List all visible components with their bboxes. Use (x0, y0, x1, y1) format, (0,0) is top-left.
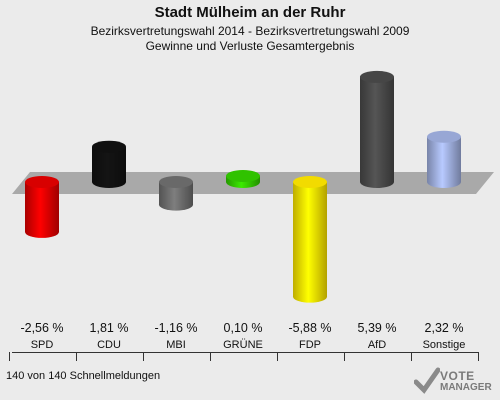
bar-sonstige (427, 130, 461, 188)
value-label-grüne: 0,10 % (223, 321, 263, 335)
value-label-sonstige: 2,32 % (424, 321, 464, 335)
value-label-mbi: -1,16 % (154, 321, 198, 335)
chart-subtitle-1: Bezirksvertretungswahl 2014 - Bezirksver… (90, 24, 410, 38)
bar-chart (12, 70, 494, 303)
value-label-afd: 5,39 % (357, 321, 397, 335)
value-label-spd: -2,56 % (20, 321, 64, 335)
report-count-text: 140 von 140 Schnellmeldungen (6, 370, 161, 382)
bar-afd (360, 70, 394, 188)
category-label-mbi: MBI (166, 339, 186, 351)
axis-tick (410, 352, 412, 361)
chart-subtitle-2: Gewinne und Verluste Gesamtergebnis (145, 39, 355, 53)
bar-spd (25, 176, 59, 238)
axis-tick (477, 352, 479, 361)
axis-tick (75, 352, 77, 361)
category-label-spd: SPD (30, 339, 54, 351)
bar-fdp (293, 176, 327, 303)
x-axis-line (12, 352, 478, 353)
axis-tick (276, 352, 278, 361)
category-label-fdp: FDP (299, 339, 321, 351)
category-label-grüne: GRÜNE (223, 339, 263, 351)
bar-grüne (226, 170, 260, 188)
axis-tick (142, 352, 144, 361)
category-label-sonstige: Sonstige (422, 339, 466, 351)
value-label-cdu: 1,81 % (89, 321, 129, 335)
bar-mbi (159, 176, 193, 211)
bar-cdu (92, 140, 126, 188)
axis-tick (343, 352, 345, 361)
logo-text-manager: MANAGER (440, 382, 492, 393)
axis-tick (209, 352, 211, 361)
logo-text-vote: VOTE (440, 369, 475, 383)
category-label-afd: AfD (367, 339, 387, 351)
category-label-cdu: CDU (97, 339, 121, 351)
checkmark-icon (414, 367, 440, 394)
value-label-fdp: -5,88 % (288, 321, 332, 335)
chart-title: Stadt Mülheim an der Ruhr (154, 4, 346, 21)
axis-tick (8, 352, 10, 361)
votemanager-logo: VOTE MANAGER (414, 365, 494, 397)
